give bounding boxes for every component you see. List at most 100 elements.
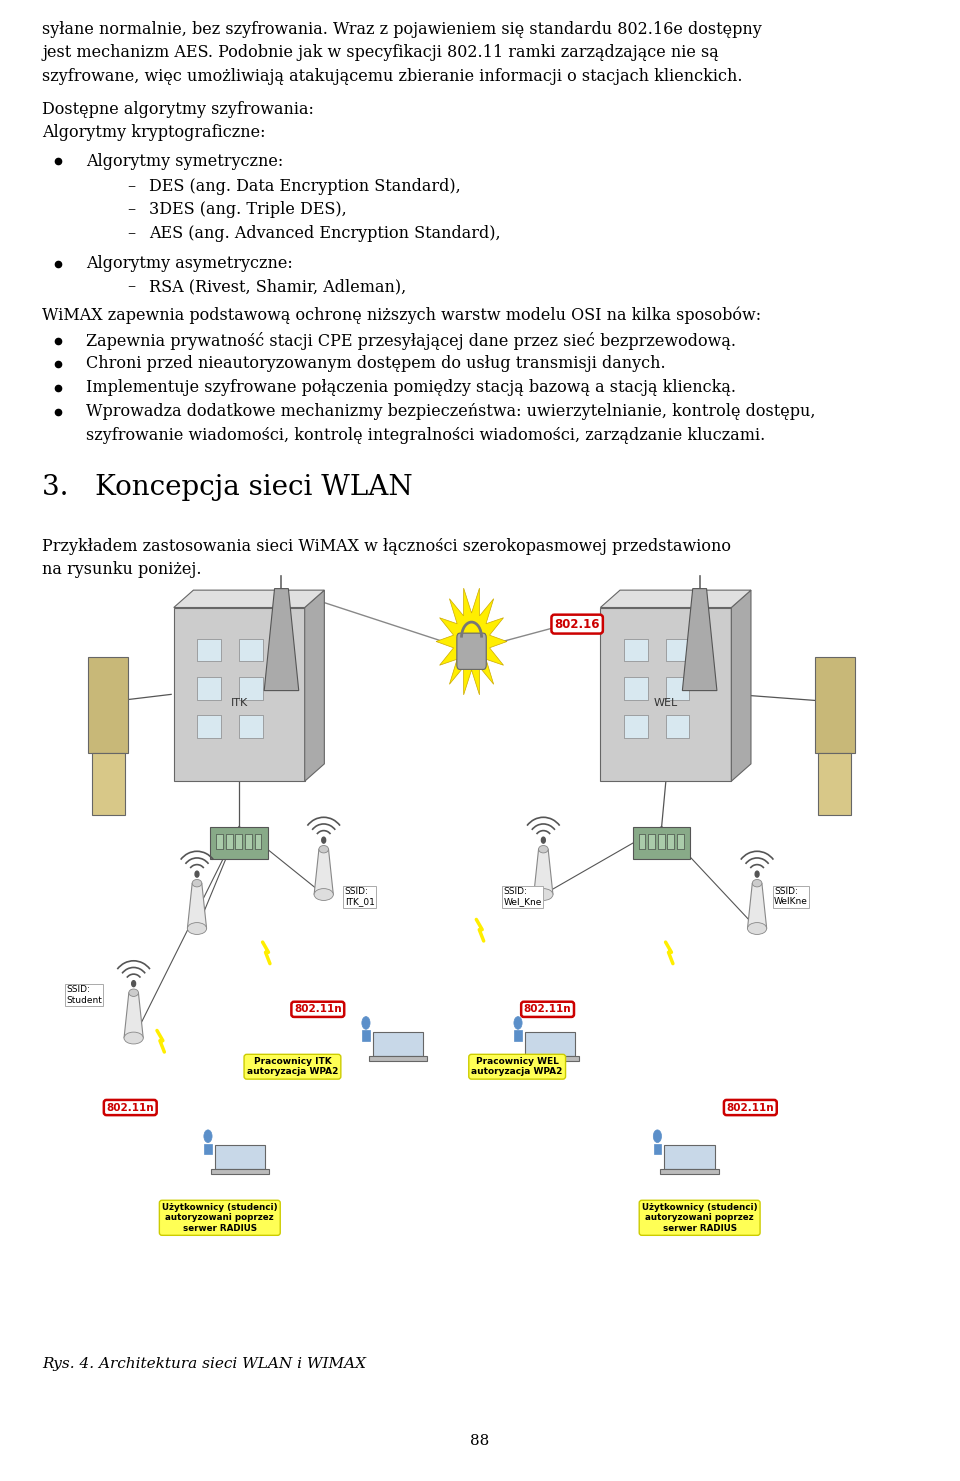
Bar	[198, 638, 221, 662]
Ellipse shape	[753, 880, 762, 887]
Bar	[638, 834, 645, 849]
Bar	[633, 826, 690, 859]
Bar	[600, 607, 732, 782]
Bar	[239, 677, 263, 699]
Text: DES (ang. Data Encryption Standard),: DES (ang. Data Encryption Standard),	[149, 178, 461, 194]
Text: –: –	[128, 225, 135, 241]
Bar	[521, 1056, 579, 1060]
Bar	[677, 834, 684, 849]
Circle shape	[132, 980, 135, 986]
Text: Wprowadza dodatkowe mechanizmy bezpieczeństwa: uwierzytelnianie, kontrolę dostęp: Wprowadza dodatkowe mechanizmy bezpiecze…	[86, 403, 816, 419]
Polygon shape	[748, 883, 767, 929]
Ellipse shape	[314, 889, 333, 900]
Text: SSID:
ITK_01: SSID: ITK_01	[345, 887, 374, 906]
Bar	[92, 752, 125, 816]
Polygon shape	[264, 588, 299, 690]
Text: 3DES (ang. Triple DES),: 3DES (ang. Triple DES),	[149, 201, 347, 218]
Bar	[216, 834, 223, 849]
Text: Algorytmy symetryczne:: Algorytmy symetryczne:	[86, 153, 283, 169]
Bar	[648, 834, 655, 849]
Bar	[667, 834, 674, 849]
Text: SSID:
Wel_Kne: SSID: Wel_Kne	[504, 887, 542, 906]
Polygon shape	[683, 588, 717, 690]
Bar	[624, 677, 648, 699]
Bar	[198, 715, 221, 738]
Polygon shape	[187, 883, 206, 929]
Ellipse shape	[192, 880, 202, 887]
Ellipse shape	[187, 923, 206, 935]
Polygon shape	[174, 589, 324, 607]
Bar	[226, 834, 232, 849]
Text: Użytkownicy (studenci)
autoryzowani poprzez
serwer RADIUS: Użytkownicy (studenci) autoryzowani popr…	[162, 1203, 277, 1232]
Polygon shape	[124, 992, 143, 1038]
Bar	[211, 1170, 269, 1174]
Text: syłane normalnie, bez szyfrowania. Wraz z pojawieniem się standardu 802.16e dost: syłane normalnie, bez szyfrowania. Wraz …	[42, 21, 762, 37]
Bar	[666, 638, 689, 662]
Bar	[362, 1031, 370, 1041]
Text: WiMAX zapewnia podstawową ochronę niższych warstw modelu OSI na kilka sposobów:: WiMAX zapewnia podstawową ochronę niższy…	[42, 307, 761, 324]
Circle shape	[541, 837, 545, 843]
Text: Algorytmy kryptograficzne:: Algorytmy kryptograficzne:	[42, 124, 266, 141]
Text: na rysunku poniżej.: na rysunku poniżej.	[42, 561, 202, 578]
Bar	[664, 1145, 715, 1170]
Text: WEL: WEL	[654, 698, 678, 708]
Bar	[245, 834, 252, 849]
Bar	[525, 1032, 575, 1056]
Polygon shape	[600, 589, 751, 607]
Circle shape	[195, 871, 199, 877]
Text: szyfrowanie wiadomości, kontrolę integralności wiadomości, zarządzanie kluczami.: szyfrowanie wiadomości, kontrolę integra…	[86, 427, 766, 443]
Bar	[515, 1031, 522, 1041]
Polygon shape	[314, 849, 333, 895]
Bar	[819, 752, 852, 816]
Text: AES (ang. Advanced Encryption Standard),: AES (ang. Advanced Encryption Standard),	[149, 225, 500, 241]
Circle shape	[514, 1016, 522, 1029]
Bar	[215, 1145, 265, 1170]
Ellipse shape	[124, 1032, 143, 1044]
Bar	[254, 834, 261, 849]
Ellipse shape	[748, 923, 767, 935]
Bar	[174, 607, 304, 782]
Text: Przykładem zastosowania sieci WiMAX w łączności szerokopasmowej przedstawiono: Przykładem zastosowania sieci WiMAX w łą…	[42, 538, 732, 554]
Ellipse shape	[534, 889, 553, 900]
Text: 3.   Koncepcja sieci WLAN: 3. Koncepcja sieci WLAN	[42, 474, 413, 501]
Text: –: –	[128, 178, 135, 194]
Text: –: –	[128, 201, 135, 218]
Polygon shape	[304, 589, 324, 782]
Circle shape	[322, 837, 325, 843]
Bar	[239, 715, 263, 738]
Ellipse shape	[129, 989, 138, 997]
Bar	[204, 1143, 212, 1154]
Text: RSA (Rivest, Shamir, Adleman),: RSA (Rivest, Shamir, Adleman),	[149, 278, 406, 295]
Text: SSID:
WelKne: SSID: WelKne	[774, 887, 808, 906]
FancyBboxPatch shape	[457, 634, 487, 669]
Ellipse shape	[319, 846, 328, 853]
Bar	[666, 677, 689, 699]
Text: szyfrowane, więc umożliwiają atakującemu zbieranie informacji o stacjach klienck: szyfrowane, więc umożliwiają atakującemu…	[42, 68, 743, 84]
Text: Dostępne algorytmy szyfrowania:: Dostępne algorytmy szyfrowania:	[42, 101, 314, 117]
Bar	[369, 1056, 427, 1060]
Text: Pracownicy WEL
autoryzacja WPA2: Pracownicy WEL autoryzacja WPA2	[471, 1057, 563, 1077]
Text: Chroni przed nieautoryzowanym dostępem do usług transmisji danych.: Chroni przed nieautoryzowanym dostępem d…	[86, 355, 666, 372]
Text: 802.11n: 802.11n	[107, 1102, 154, 1112]
Text: 802.16: 802.16	[555, 618, 600, 631]
Circle shape	[756, 871, 759, 877]
Bar	[658, 834, 664, 849]
Text: 802.11n: 802.11n	[294, 1004, 342, 1014]
Text: Implementuje szyfrowane połączenia pomiędzy stacją bazową a stacją kliencką.: Implementuje szyfrowane połączenia pomię…	[86, 379, 736, 395]
Text: Użytkownicy (studenci)
autoryzowani poprzez
serwer RADIUS: Użytkownicy (studenci) autoryzowani popr…	[642, 1203, 757, 1232]
Text: Pracownicy ITK
autoryzacja WPA2: Pracownicy ITK autoryzacja WPA2	[247, 1057, 338, 1077]
Text: ITK: ITK	[230, 698, 248, 708]
Ellipse shape	[539, 846, 548, 853]
Bar	[654, 1143, 661, 1154]
Bar	[815, 656, 855, 752]
Polygon shape	[436, 588, 507, 695]
Bar	[372, 1032, 423, 1056]
Circle shape	[362, 1016, 370, 1029]
Circle shape	[654, 1130, 661, 1142]
Text: jest mechanizm AES. Podobnie jak w specyfikacji 802.11 ramki zarządzające nie są: jest mechanizm AES. Podobnie jak w specy…	[42, 44, 719, 61]
Bar	[198, 677, 221, 699]
Bar	[624, 638, 648, 662]
Bar	[235, 834, 242, 849]
Bar	[660, 1170, 719, 1174]
Text: 88: 88	[470, 1434, 490, 1447]
